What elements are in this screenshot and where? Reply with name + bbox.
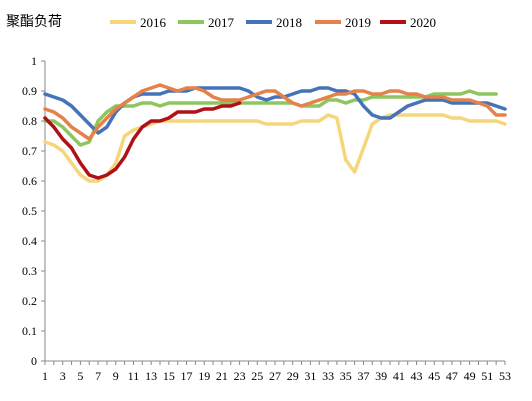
axes: 00.10.20.30.40.50.60.70.80.911 3 5 7 9 11 13 15… bbox=[22, 54, 511, 383]
x-tick-label: 17 bbox=[181, 369, 193, 383]
x-tick-label: 35 bbox=[340, 369, 352, 383]
y-tick-label: 0.1 bbox=[22, 324, 37, 338]
series-line-2016 bbox=[43, 113, 507, 183]
x-tick-label: 11 bbox=[128, 369, 140, 383]
y-tick-label: 0.8 bbox=[22, 114, 37, 128]
chart-title: 聚酯负荷 bbox=[6, 14, 62, 30]
y-tick-label: 0.3 bbox=[22, 264, 37, 278]
x-tick-label: 19 bbox=[198, 369, 210, 383]
series-group bbox=[43, 83, 507, 183]
y-tick-label: 0.9 bbox=[22, 84, 37, 98]
x-tick-label: 47 bbox=[446, 369, 458, 383]
y-tick-label: 0.7 bbox=[22, 144, 37, 158]
x-tick-label: 5 bbox=[77, 369, 83, 383]
legend-label-2019: 2019 bbox=[345, 15, 371, 30]
x-tick-label: 45 bbox=[428, 369, 440, 383]
x-tick-label: 3 bbox=[60, 369, 66, 383]
series-line-2020 bbox=[43, 101, 242, 180]
x-tick-label: 25 bbox=[251, 369, 263, 383]
x-tick-label: 41 bbox=[393, 369, 405, 383]
series-line-2019 bbox=[43, 83, 507, 141]
y-tick-label: 0.2 bbox=[22, 294, 37, 308]
x-tick-label: 1 bbox=[42, 369, 48, 383]
x-tick-label: 39 bbox=[375, 369, 387, 383]
x-tick-label: 49 bbox=[464, 369, 476, 383]
y-tick-label: 0.6 bbox=[22, 174, 37, 188]
x-tick-label: 13 bbox=[145, 369, 157, 383]
x-tick-label: 53 bbox=[499, 369, 511, 383]
legend-label-2016: 2016 bbox=[140, 15, 167, 30]
legend-label-2018: 2018 bbox=[276, 15, 302, 30]
legend-label-2020: 2020 bbox=[410, 15, 436, 30]
y-tick-label: 1 bbox=[31, 54, 37, 68]
x-tick-label: 31 bbox=[304, 369, 316, 383]
x-tick-label: 7 bbox=[95, 369, 101, 383]
x-tick-label: 15 bbox=[163, 369, 175, 383]
y-tick-label: 0.5 bbox=[22, 204, 37, 218]
x-tick-label: 27 bbox=[269, 369, 281, 383]
legend-label-2017: 2017 bbox=[208, 15, 235, 30]
legend: 2016 2017 2018 2019 2020 bbox=[110, 15, 436, 30]
x-tick-label: 23 bbox=[234, 369, 246, 383]
x-tick-label: 43 bbox=[411, 369, 423, 383]
x-tick-label: 9 bbox=[113, 369, 119, 383]
y-tick-label: 0 bbox=[31, 354, 37, 368]
x-tick-label: 37 bbox=[357, 369, 369, 383]
y-tick-label: 0.4 bbox=[22, 234, 37, 248]
x-tick-label: 21 bbox=[216, 369, 228, 383]
x-tick-label: 51 bbox=[481, 369, 493, 383]
x-tick-label: 33 bbox=[322, 369, 334, 383]
x-tick-label: 29 bbox=[287, 369, 299, 383]
